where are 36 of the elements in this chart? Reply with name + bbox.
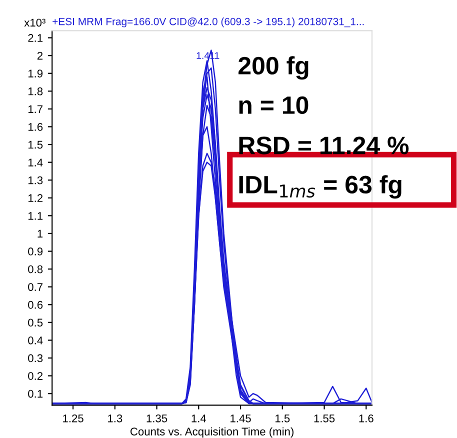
y-tick-label: 0.5 bbox=[28, 318, 43, 327]
annotation: IDL$_{1ms}$ = 63 fg bbox=[239, 175, 402, 199]
y-tick-label: 0.3 bbox=[28, 354, 43, 362]
y-tick-label: 0.2 bbox=[28, 372, 43, 380]
x-tick-label: 1.45 bbox=[230, 414, 251, 422]
x-tick-label: 1.6 bbox=[359, 414, 374, 422]
annotation: n = 10 bbox=[239, 96, 308, 114]
y-tick-label: 0.7 bbox=[28, 283, 43, 291]
chart-title: +ESI MRM Frag=166.0V CID@42.0 (609.3 -> 195.1) 20180731_1... bbox=[52, 18, 364, 28]
x-tick-label: 1.3 bbox=[108, 414, 122, 422]
y-tick-label: 0.6 bbox=[28, 300, 43, 309]
y-tick-label: 0.8 bbox=[28, 265, 43, 274]
y-tick-label: 1.7 bbox=[28, 105, 43, 113]
y-axis-title: x10³ bbox=[24, 18, 46, 27]
x-axis-title: Counts vs. Acquisition Time (min) bbox=[130, 427, 294, 438]
y-tick-label: 1.3 bbox=[28, 176, 43, 184]
y-tick-label: 1.6 bbox=[28, 122, 43, 131]
x-tick-label: 1.55 bbox=[314, 414, 335, 422]
x-tick-label: 1.5 bbox=[276, 414, 290, 422]
x-tick-label: 1.35 bbox=[146, 414, 168, 422]
x-tick-label: 1.25 bbox=[63, 414, 84, 422]
y-tick-label: 2.1 bbox=[28, 34, 43, 42]
annotation: 200 fg bbox=[238, 56, 308, 80]
y-tick-label: 1.1 bbox=[28, 212, 43, 220]
y-tick-label: 1 bbox=[38, 230, 43, 238]
y-tick-label: 2 bbox=[37, 52, 43, 60]
y-tick-label: 1.2 bbox=[28, 194, 43, 202]
y-tick-label: 1.5 bbox=[28, 140, 43, 149]
x-tick-label: 1.4 bbox=[192, 414, 206, 422]
y-tick-label: 1.9 bbox=[28, 70, 43, 78]
y-tick-label: 0.9 bbox=[28, 248, 43, 256]
y-tick-label: 0.4 bbox=[28, 336, 43, 344]
y-tick-label: 0.1 bbox=[28, 390, 43, 398]
annotation: RSD = 11.24 % bbox=[239, 136, 409, 154]
y-tick-label: 1.4 bbox=[28, 158, 43, 166]
y-tick-label: 1.8 bbox=[28, 87, 43, 96]
